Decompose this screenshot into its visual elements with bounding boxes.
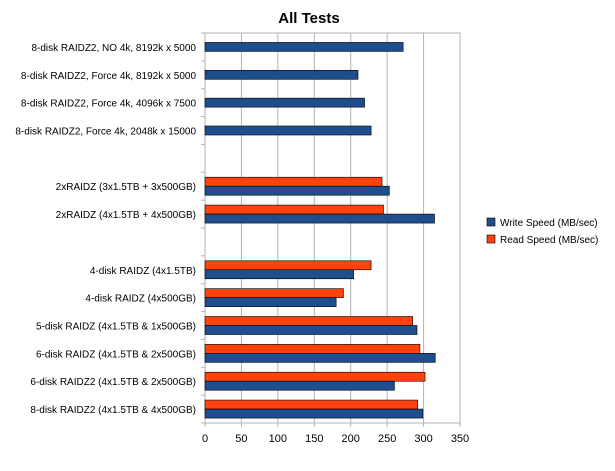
category-label: 8-disk RAIDZ2, Force 4k, 2048k x 15000 xyxy=(15,127,196,138)
bar-read-speed xyxy=(204,316,413,326)
category-label: 2xRAIDZ (4x1.5TB + 4x500GB) xyxy=(56,210,196,221)
bar-write-speed xyxy=(204,213,435,224)
x-tick-label: 150 xyxy=(305,433,323,445)
x-tick-label: 0 xyxy=(202,433,208,445)
bar-read-speed xyxy=(204,399,419,410)
bar-write-speed xyxy=(204,325,418,335)
category-label: 5-disk RAIDZ (4x1.5TB & 1x500GB) xyxy=(36,322,196,333)
bar-write-speed xyxy=(204,380,395,391)
bar-read-speed xyxy=(204,260,372,271)
bar-write-speed xyxy=(204,69,359,80)
bar-read-speed xyxy=(204,344,421,354)
gridlines xyxy=(204,32,461,424)
bar-write-speed xyxy=(204,297,337,307)
category-label: 2xRAIDZ (3x1.5TB + 3x500GB) xyxy=(56,182,196,193)
category-labels: 8-disk RAIDZ2, NO 4k, 8192k x 5000 8-disk… xyxy=(15,43,196,416)
category-label: 6-disk RAIDZ (4x1.5TB & 2x500GB) xyxy=(36,349,196,360)
bar-read-speed xyxy=(204,371,426,382)
x-tick-label: 200 xyxy=(342,433,360,445)
legend-swatch xyxy=(486,234,496,244)
x-tick-label: 350 xyxy=(451,433,469,445)
axes: 0 50 100 150 200 250 300 350 xyxy=(201,32,469,445)
category-label: 8-disk RAIDZ2, Force 4k, 4096k x 7500 xyxy=(21,99,197,110)
bar-write-speed xyxy=(204,269,354,280)
legend-label: Write Speed (MB/sec) xyxy=(500,218,598,229)
legend: Write Speed (MB/sec) Read Speed (MB/sec) xyxy=(486,217,598,246)
bar-write-speed xyxy=(204,125,372,136)
x-tick-label: 250 xyxy=(378,433,396,445)
bar-write-speed xyxy=(204,353,436,363)
bars xyxy=(204,42,436,419)
plot-area xyxy=(204,32,461,424)
bar-write-speed xyxy=(204,185,390,196)
bar-read-speed xyxy=(204,288,344,298)
x-tick-label: 100 xyxy=(269,433,287,445)
category-label: 6-disk RAIDZ2 (4x1.5TB & 2x500GB) xyxy=(30,377,196,388)
category-label: 8-disk RAIDZ2, NO 4k, 8192k x 5000 xyxy=(31,43,196,54)
category-label: 4-disk RAIDZ (4x1.5TB) xyxy=(90,266,196,277)
category-label: 4-disk RAIDZ (4x500GB) xyxy=(85,294,196,305)
legend-label: Read Speed (MB/sec) xyxy=(500,235,598,246)
bar-write-speed xyxy=(204,42,404,52)
category-label: 8-disk RAIDZ2 (4x1.5TB & 4x500GB) xyxy=(30,405,196,416)
bar-read-speed xyxy=(204,176,383,187)
legend-swatch xyxy=(486,217,496,227)
x-tick-label: 50 xyxy=(235,433,247,445)
chart-title: All Tests xyxy=(278,10,339,27)
x-tick-label: 300 xyxy=(414,433,432,445)
bar-write-speed xyxy=(204,97,365,108)
category-label: 8-disk RAIDZ2, Force 4k, 8192k x 5000 xyxy=(21,71,197,82)
bar-read-speed xyxy=(204,204,384,215)
bar-write-speed xyxy=(204,408,424,419)
